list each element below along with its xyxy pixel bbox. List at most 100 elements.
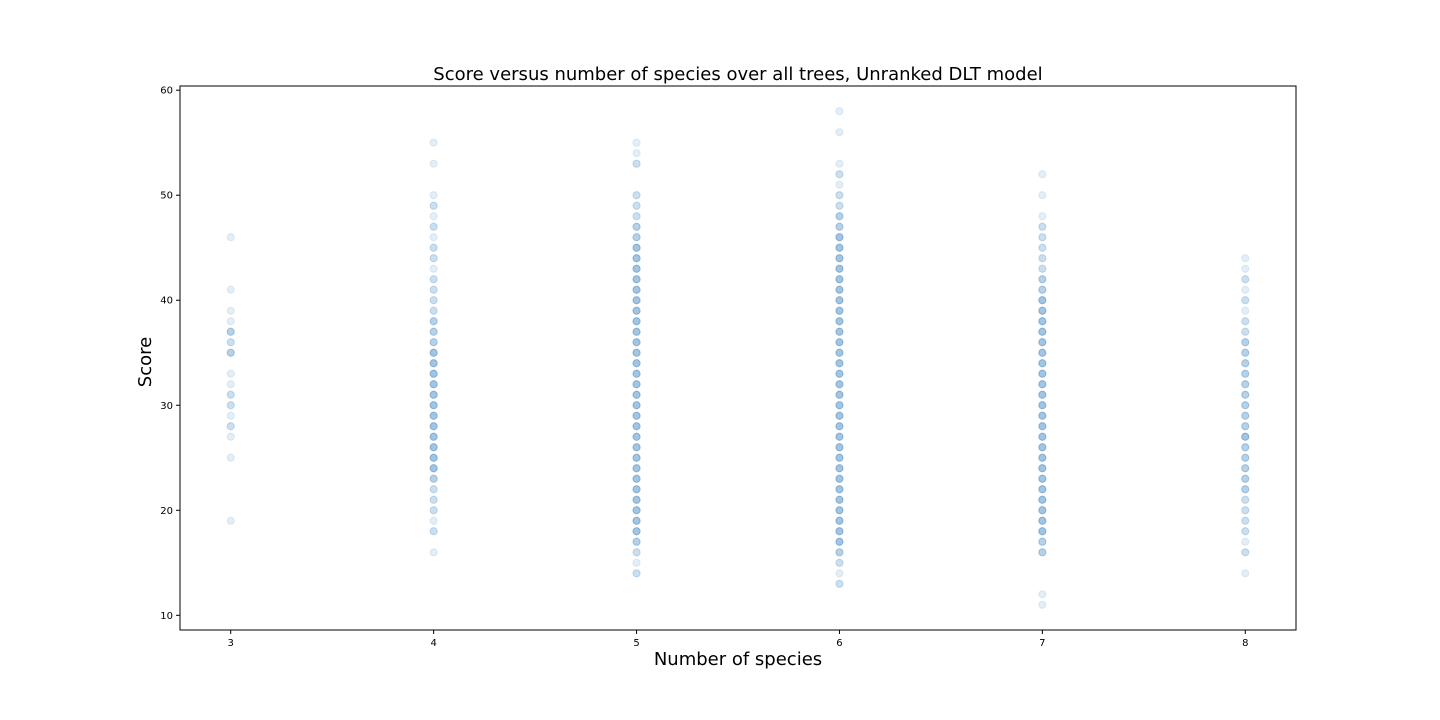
data-point (835, 537, 844, 546)
data-point (632, 390, 641, 399)
data-point (632, 453, 641, 462)
data-point (429, 264, 438, 273)
data-point (226, 380, 235, 389)
data-point (1038, 222, 1047, 231)
data-point (1038, 380, 1047, 389)
data-point (1241, 264, 1250, 273)
data-point (429, 338, 438, 347)
data-point (1038, 359, 1047, 368)
data-point (632, 527, 641, 536)
data-point (1241, 380, 1250, 389)
data-point (1241, 432, 1250, 441)
data-point (226, 348, 235, 357)
data-point (835, 411, 844, 420)
data-point (429, 401, 438, 410)
x-tick-label: 8 (1242, 638, 1248, 649)
data-point (835, 128, 844, 137)
data-point (429, 285, 438, 294)
data-point (1038, 327, 1047, 336)
data-point (226, 453, 235, 462)
data-point (1241, 401, 1250, 410)
data-point (835, 485, 844, 494)
data-point (835, 432, 844, 441)
data-point (1038, 411, 1047, 420)
data-point (1038, 233, 1047, 242)
plot-frame (179, 85, 1297, 631)
data-point (1038, 537, 1047, 546)
data-point (632, 359, 641, 368)
data-point (1038, 306, 1047, 315)
data-point (429, 380, 438, 389)
data-point (429, 474, 438, 483)
data-point (1241, 411, 1250, 420)
data-point (1038, 432, 1047, 441)
data-point (632, 443, 641, 452)
data-point (632, 296, 641, 305)
data-point (429, 380, 438, 389)
data-point (1241, 401, 1250, 410)
data-point (1038, 275, 1047, 284)
data-point (835, 296, 844, 305)
data-point (632, 390, 641, 399)
data-point (632, 485, 641, 494)
data-point (835, 212, 844, 221)
data-point (1241, 422, 1250, 431)
data-point (1241, 369, 1250, 378)
data-point (835, 380, 844, 389)
data-point (632, 548, 641, 557)
data-point (429, 432, 438, 441)
data-point (1038, 317, 1047, 326)
data-point (835, 537, 844, 546)
data-point (632, 212, 641, 221)
x-tick-label: 5 (633, 638, 639, 649)
data-point (1038, 411, 1047, 420)
data-point (1038, 422, 1047, 431)
data-point (1038, 527, 1047, 536)
data-point (1241, 432, 1250, 441)
data-point (835, 317, 844, 326)
data-point (835, 485, 844, 494)
data-point (632, 317, 641, 326)
data-point (1241, 285, 1250, 294)
data-point (1038, 348, 1047, 357)
data-point (1241, 369, 1250, 378)
data-point (1038, 390, 1047, 399)
data-point (1038, 390, 1047, 399)
data-point (835, 317, 844, 326)
data-point (429, 159, 438, 168)
data-point (835, 474, 844, 483)
data-point (429, 443, 438, 452)
data-point (1038, 348, 1047, 357)
data-point (632, 159, 641, 168)
data-point (632, 222, 641, 231)
data-point (835, 191, 844, 200)
data-point (632, 296, 641, 305)
data-point (632, 380, 641, 389)
data-point (632, 212, 641, 221)
data-point (1038, 254, 1047, 263)
data-point (1038, 212, 1047, 221)
data-point (429, 464, 438, 473)
data-point (226, 327, 235, 336)
y-tick-label: 20 (160, 506, 173, 517)
data-point (835, 422, 844, 431)
data-point (835, 201, 844, 210)
data-point (632, 222, 641, 231)
data-point (1241, 348, 1250, 357)
data-point (1038, 338, 1047, 347)
data-point (1038, 338, 1047, 347)
data-point (835, 579, 844, 588)
data-point (1038, 590, 1047, 599)
data-point (1241, 485, 1250, 494)
data-point (429, 464, 438, 473)
data-point (632, 401, 641, 410)
data-point (429, 453, 438, 462)
data-point (1038, 306, 1047, 315)
data-point (835, 390, 844, 399)
data-point (1241, 474, 1250, 483)
data-point (632, 254, 641, 263)
data-point (429, 422, 438, 431)
data-point (1038, 422, 1047, 431)
data-point (835, 390, 844, 399)
data-point (632, 495, 641, 504)
